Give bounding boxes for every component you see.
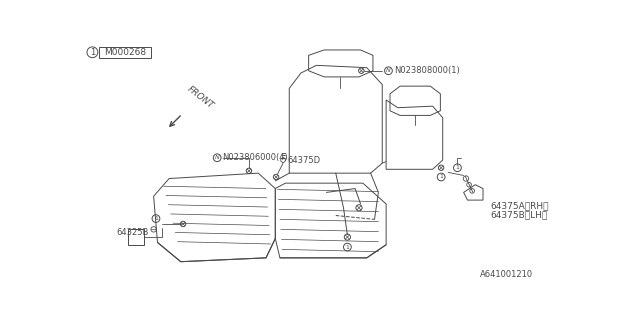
Text: N023808000(1): N023808000(1) (394, 66, 460, 75)
Text: 1: 1 (456, 165, 460, 170)
Text: N023806000(4): N023806000(4) (222, 153, 287, 162)
Text: 1: 1 (439, 174, 443, 180)
Text: M000268: M000268 (104, 48, 146, 57)
Text: A641001210: A641001210 (480, 270, 533, 279)
Text: 1: 1 (154, 216, 158, 221)
Text: 64375A〈RH〉: 64375A〈RH〉 (491, 202, 549, 211)
Text: 64375D: 64375D (288, 156, 321, 164)
Text: 64375B〈LH〉: 64375B〈LH〉 (491, 210, 548, 219)
Text: 1: 1 (90, 48, 95, 57)
Text: 1: 1 (346, 244, 349, 250)
Text: N: N (215, 155, 220, 160)
Text: N: N (386, 68, 391, 73)
Text: 64325B: 64325B (116, 228, 149, 237)
Text: FRONT: FRONT (186, 85, 215, 111)
